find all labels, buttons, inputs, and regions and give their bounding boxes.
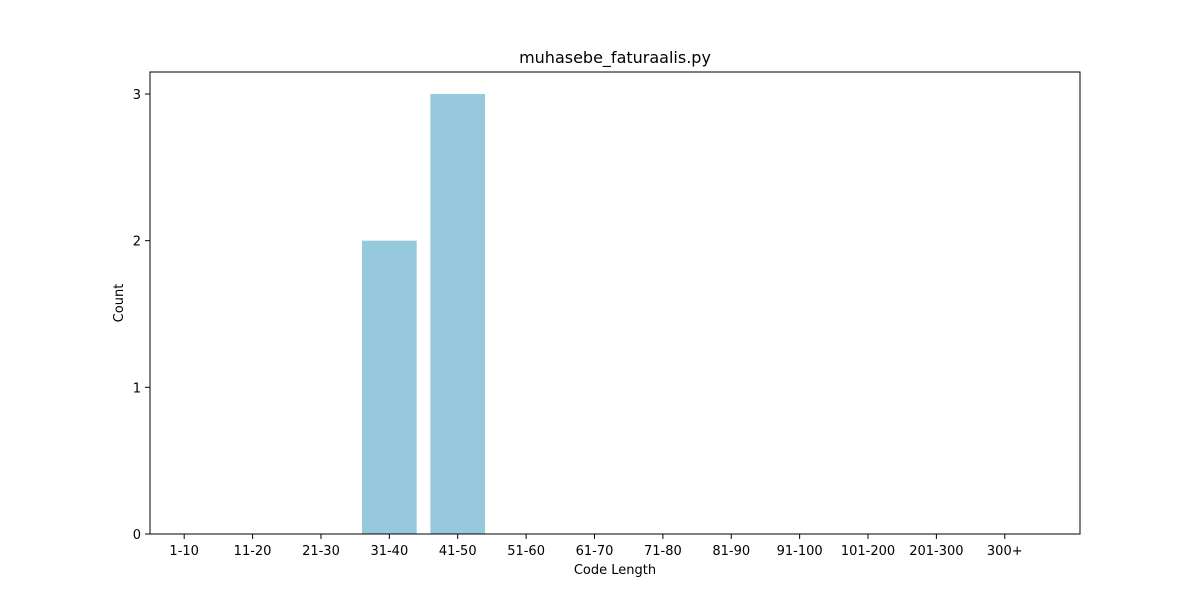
y-tick-label: 1 [133,381,141,396]
bar-31-40 [362,241,417,534]
x-tick-label: 201-300 [909,544,963,559]
x-tick-label: 1-10 [169,544,199,559]
x-tick-label: 31-40 [370,544,408,559]
x-tick-label: 300+ [987,544,1023,559]
chart-title: muhasebe_faturaalis.py [519,48,711,68]
x-tick-label: 11-20 [234,544,272,559]
x-tick-label: 81-90 [712,544,750,559]
y-tick-label: 0 [133,528,141,543]
x-tick-label: 61-70 [576,544,614,559]
x-axis-title: Code Length [574,563,656,578]
x-tick-label: 101-200 [841,544,895,559]
x-tick-label: 41-50 [439,544,477,559]
y-axis-title: Count [112,284,127,323]
x-tick-label: 91-100 [777,544,823,559]
x-tick-label: 71-80 [644,544,682,559]
x-tick-label: 51-60 [507,544,545,559]
bar-41-50 [430,94,485,534]
y-tick-label: 2 [133,235,141,250]
y-tick-label: 3 [133,88,141,103]
x-tick-label: 21-30 [302,544,340,559]
